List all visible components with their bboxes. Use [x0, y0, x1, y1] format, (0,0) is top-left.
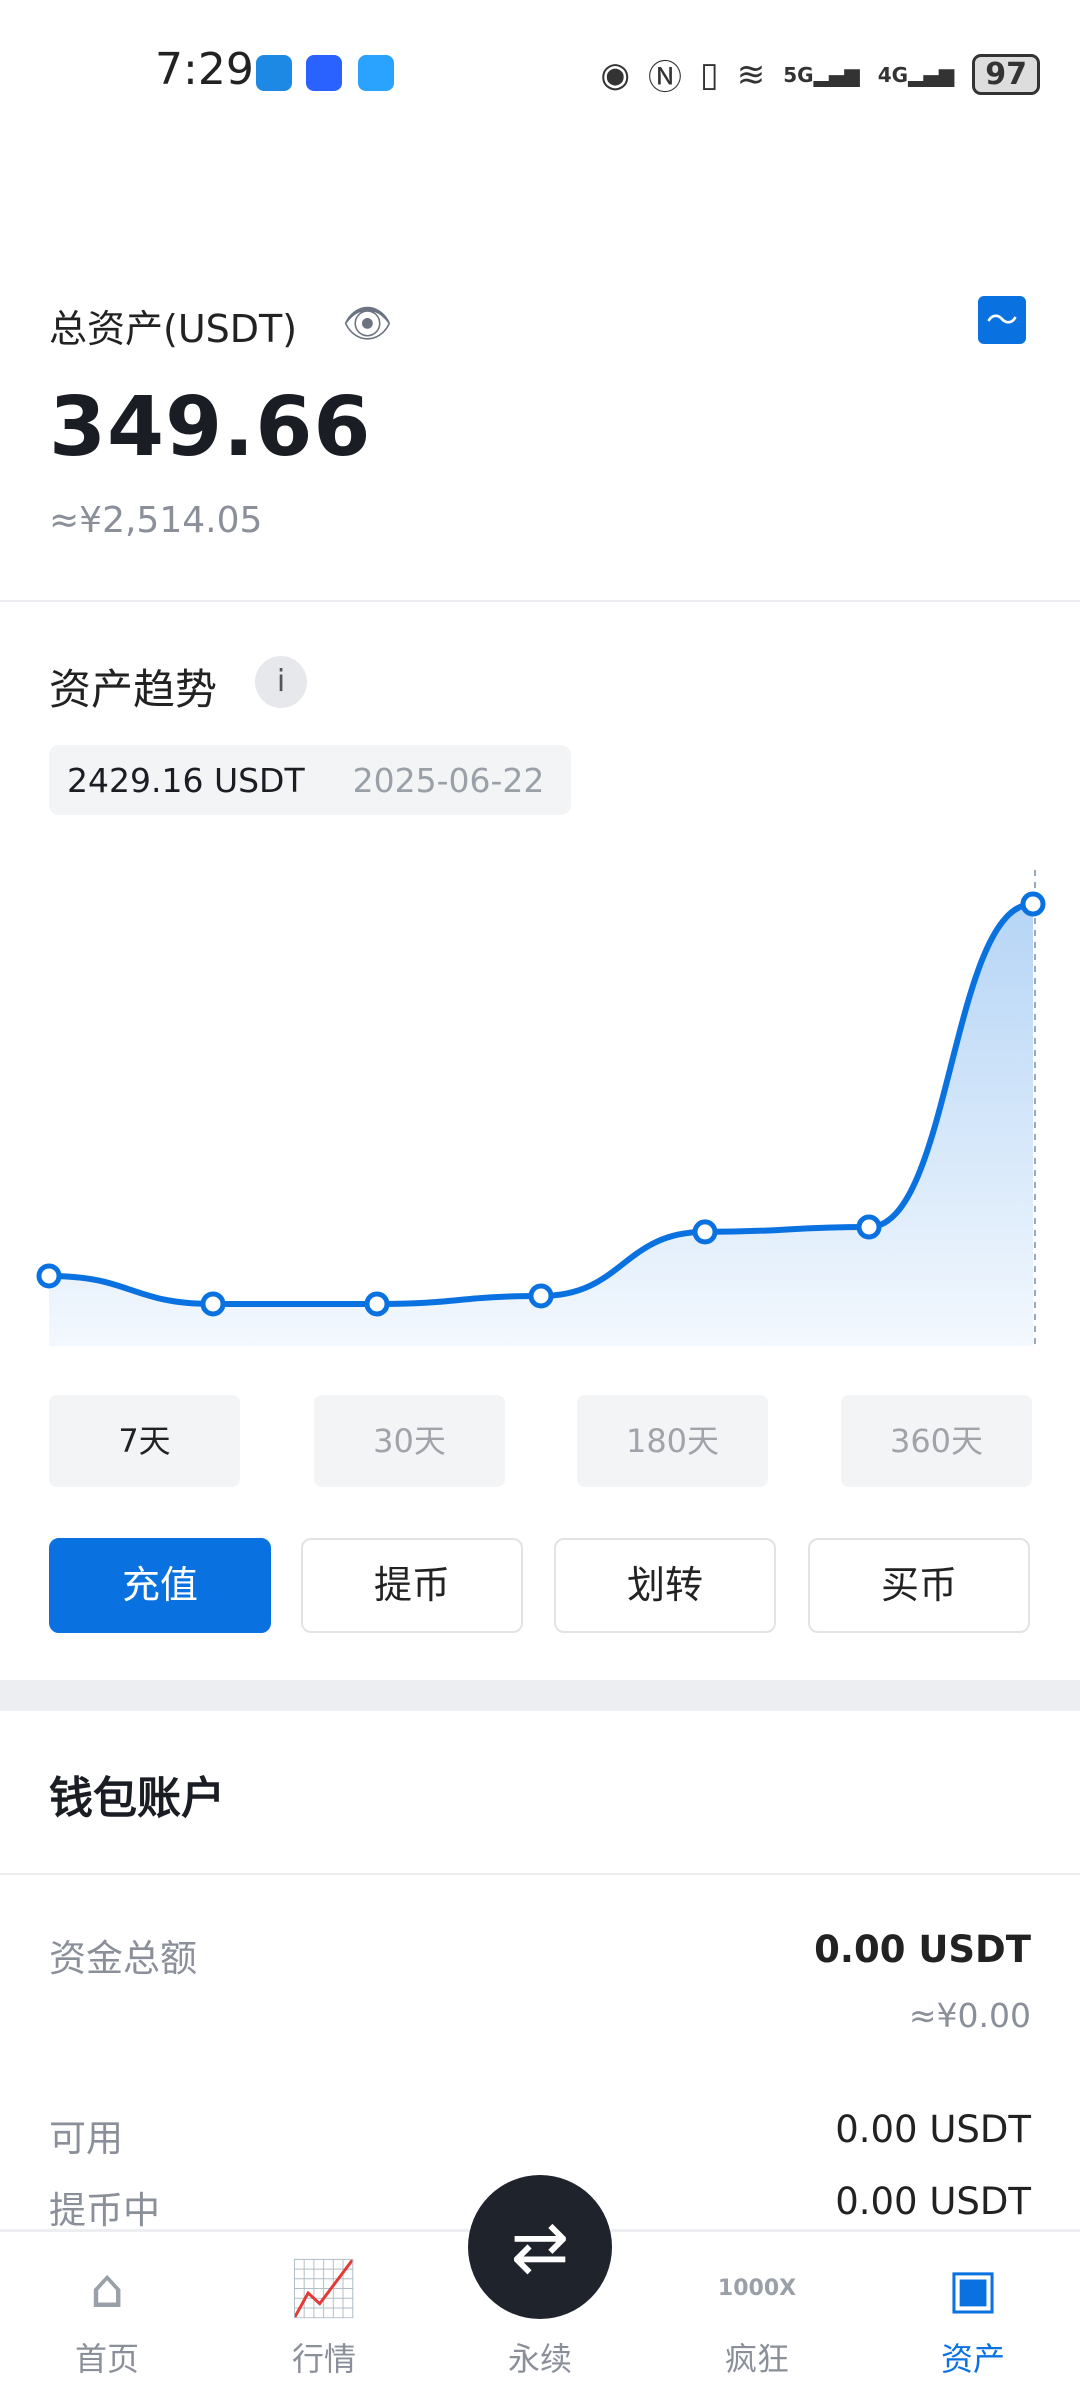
nav-crazy[interactable]: 1000X 疯狂: [677, 2254, 837, 2380]
available-label: 可用: [49, 2117, 123, 2160]
market-icon: 📈: [290, 2257, 358, 2320]
cloud-app-icon: [256, 55, 292, 91]
total-assets-label: 总资产(USDT): [49, 307, 298, 351]
status-bar: 7:29 ◉ Ⓝ ▯ ≋ 5G▂▄▆ 4G▂▄▆ 97: [0, 0, 1080, 130]
total-funds-label: 资金总额: [49, 1937, 197, 1980]
action-button[interactable]: 买币: [808, 1538, 1030, 1633]
swap-icon[interactable]: ⇄: [468, 2175, 612, 2319]
home-icon: ⌂: [89, 2257, 125, 2320]
nav-home[interactable]: ⌂ 首页: [27, 2254, 187, 2380]
selected-point-tooltip: 2429.16 USDT 2025-06-22: [49, 745, 571, 815]
nfc-icon: Ⓝ: [648, 58, 683, 98]
divider: [0, 600, 1080, 602]
total-funds-value: 0.00 USDT: [814, 1928, 1031, 1971]
vibrate-icon: ▯: [700, 54, 719, 95]
signal-4g-icon: 4G▂▄▆: [877, 62, 955, 87]
section-separator: [0, 1680, 1080, 1711]
range-tab[interactable]: 30天: [314, 1395, 505, 1487]
selected-date: 2025-06-22: [352, 760, 545, 800]
range-tab[interactable]: 7天: [49, 1395, 240, 1487]
total-assets-value: 349.66: [49, 380, 372, 475]
withdrawing-value: 0.00 USDT: [835, 2180, 1031, 2223]
available-value: 0.00 USDT: [835, 2108, 1031, 2151]
range-tab[interactable]: 360天: [841, 1395, 1032, 1487]
nav-assets[interactable]: ▣ 资产: [893, 2254, 1053, 2380]
divider: [0, 1873, 1080, 1875]
chart-point: [364, 1291, 390, 1317]
eye-icon: ◉: [600, 54, 631, 95]
range-tab[interactable]: 180天: [577, 1395, 768, 1487]
asset-trend-chart[interactable]: [0, 860, 1080, 1360]
wallet-account-title: 钱包账户: [49, 1773, 225, 1824]
action-button[interactable]: 划转: [554, 1538, 776, 1633]
trend-chart-icon[interactable]: 〜: [978, 296, 1026, 344]
total-assets-cny: ≈¥2,514.05: [49, 500, 263, 541]
clock: 7:29: [155, 44, 254, 95]
withdrawing-label: 提币中: [49, 2189, 160, 2232]
chart-point: [200, 1291, 226, 1317]
nav-market[interactable]: 📈 行情: [244, 2254, 404, 2380]
system-icons: ◉ Ⓝ ▯ ≋ 5G▂▄▆ 4G▂▄▆ 97: [600, 50, 1040, 99]
chart-point: [692, 1219, 718, 1245]
1000x-icon: 1000X: [717, 2276, 797, 2301]
hand-app-icon: [306, 55, 342, 91]
chart-point: [528, 1283, 554, 1309]
total-funds-cny: ≈¥0.00: [908, 1996, 1031, 2035]
wallet-icon: ▣: [947, 2257, 999, 2320]
weather-app-icon: [358, 55, 394, 91]
nav-perpetual[interactable]: 永续: [507, 2340, 572, 2378]
battery-icon: 97: [972, 54, 1040, 95]
wifi-icon: ≋: [736, 54, 766, 95]
action-button[interactable]: 提币: [301, 1538, 523, 1633]
action-button[interactable]: 充值: [49, 1538, 271, 1633]
selected-value: 2429.16 USDT: [67, 760, 305, 800]
chart-point: [1020, 891, 1046, 917]
eye-toggle-icon[interactable]: 👁: [342, 301, 393, 347]
chart-point: [36, 1263, 62, 1289]
chart-point: [856, 1214, 882, 1240]
signal-5g-icon: 5G▂▄▆: [783, 62, 860, 87]
chart-area: [49, 904, 1033, 1346]
asset-trend-title: 资产趋势: [49, 665, 218, 714]
info-icon[interactable]: i: [255, 656, 307, 708]
